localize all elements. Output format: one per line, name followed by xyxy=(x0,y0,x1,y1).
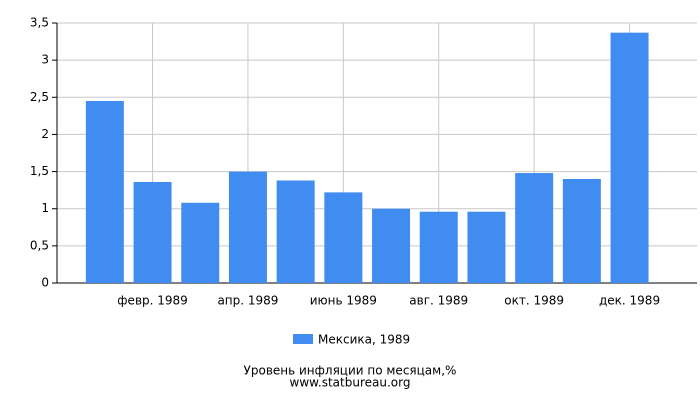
y-tick-label: 2 xyxy=(41,127,49,141)
y-tick-label: 0,5 xyxy=(30,238,49,252)
bar xyxy=(181,202,220,283)
legend-label: Мексика, 1989 xyxy=(318,333,410,347)
y-tick-label: 1,5 xyxy=(30,164,49,178)
bar xyxy=(276,180,315,283)
bar xyxy=(228,171,267,283)
x-tick-label: июнь 1989 xyxy=(310,294,377,308)
x-tick-label: дек. 1989 xyxy=(599,294,660,308)
y-tick-label: 2,5 xyxy=(30,90,49,104)
bar xyxy=(85,101,124,283)
y-tick-label: 1 xyxy=(41,201,49,215)
bar xyxy=(419,211,458,283)
chart-title: Уровень инфляции по месяцам,% xyxy=(244,364,457,378)
bar xyxy=(515,173,554,283)
bar xyxy=(610,32,649,284)
bar xyxy=(467,211,506,283)
bar xyxy=(372,208,411,283)
y-tick-label: 3 xyxy=(41,53,49,67)
x-tick-label: авг. 1989 xyxy=(409,294,468,308)
bar xyxy=(133,181,172,283)
y-tick-label: 3,5 xyxy=(30,16,49,30)
x-tick-label: окт. 1989 xyxy=(504,294,564,308)
legend-swatch xyxy=(293,334,313,344)
y-tick-label: 0 xyxy=(41,276,49,290)
chart-subtitle: www.statbureau.org xyxy=(290,376,411,390)
bar xyxy=(324,192,363,283)
x-tick-label: февр. 1989 xyxy=(117,294,188,308)
x-tick-label: апр. 1989 xyxy=(217,294,278,308)
bar xyxy=(562,179,601,283)
